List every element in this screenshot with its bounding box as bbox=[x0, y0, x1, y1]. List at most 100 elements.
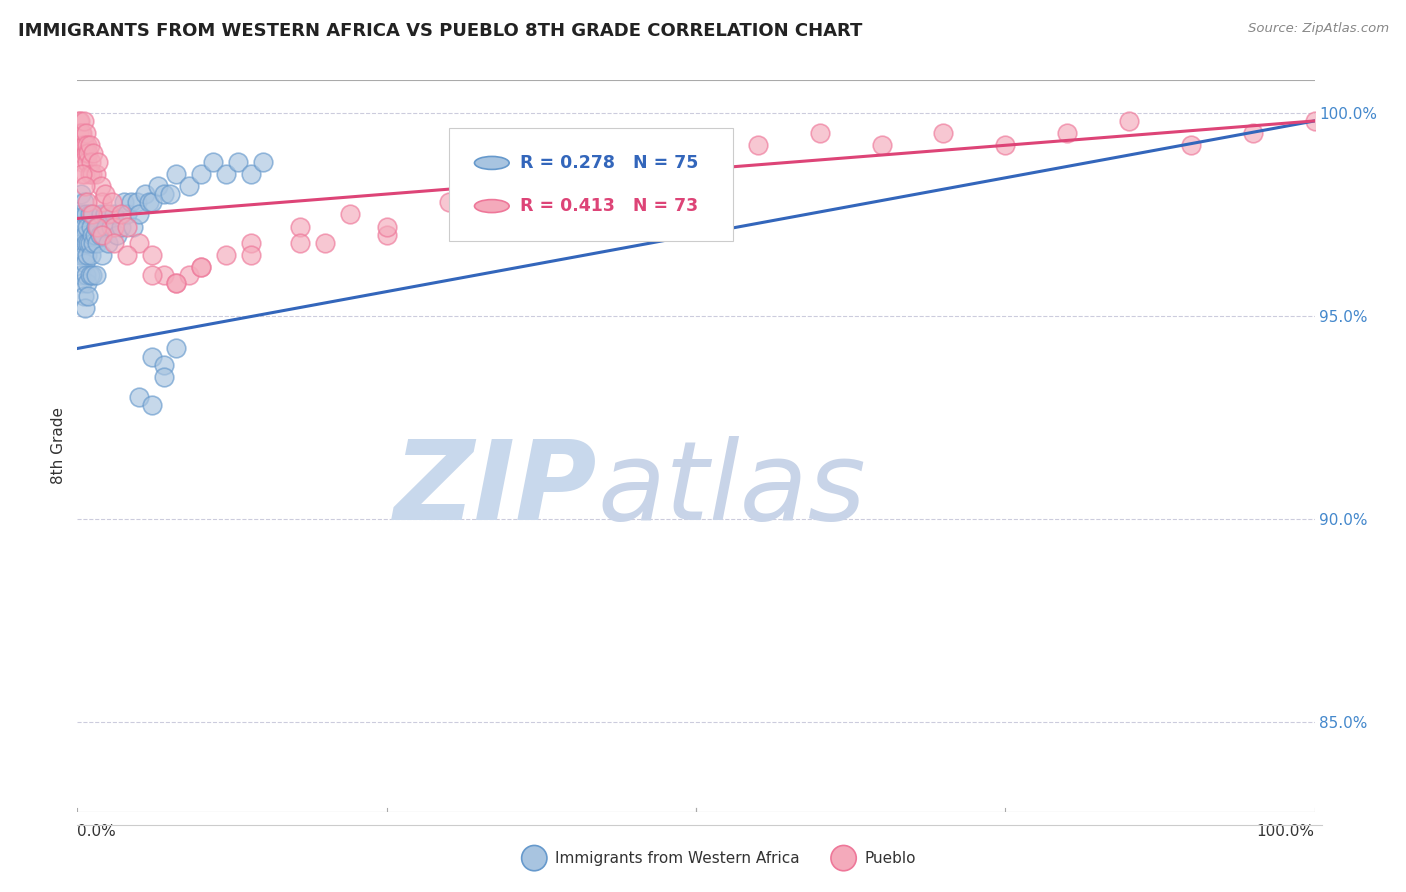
Point bbox=[141, 350, 163, 364]
Point bbox=[499, 178, 522, 193]
Point bbox=[82, 235, 104, 250]
Point bbox=[82, 268, 104, 283]
Point bbox=[82, 146, 104, 161]
Point bbox=[73, 167, 96, 181]
Point bbox=[72, 235, 94, 250]
Point bbox=[72, 114, 94, 128]
Point bbox=[73, 256, 96, 270]
Point bbox=[165, 342, 187, 356]
Point bbox=[375, 219, 398, 234]
Point bbox=[90, 207, 112, 221]
Point bbox=[72, 167, 94, 181]
Point bbox=[239, 167, 262, 181]
Point bbox=[82, 207, 104, 221]
Point bbox=[141, 398, 163, 412]
Point bbox=[70, 146, 93, 161]
Point bbox=[82, 167, 104, 181]
Point bbox=[94, 219, 117, 234]
Ellipse shape bbox=[474, 200, 509, 212]
Point bbox=[79, 138, 101, 153]
Point bbox=[437, 195, 460, 210]
Text: R = 0.413   N = 73: R = 0.413 N = 73 bbox=[520, 197, 699, 215]
Point bbox=[112, 195, 135, 210]
Point bbox=[77, 235, 100, 250]
Point bbox=[75, 268, 97, 283]
Point bbox=[561, 167, 583, 181]
Point bbox=[79, 268, 101, 283]
Point bbox=[72, 154, 94, 169]
Point bbox=[100, 219, 122, 234]
Point bbox=[339, 207, 361, 221]
Point bbox=[86, 235, 108, 250]
Text: 100.0%: 100.0% bbox=[1257, 824, 1315, 838]
Point bbox=[103, 235, 125, 250]
Point bbox=[165, 277, 187, 291]
Point bbox=[84, 219, 107, 234]
Point bbox=[72, 288, 94, 302]
Point bbox=[91, 248, 114, 262]
Point bbox=[165, 167, 187, 181]
Point bbox=[70, 126, 93, 140]
Point bbox=[72, 138, 94, 153]
Point bbox=[97, 207, 120, 221]
Point bbox=[115, 219, 138, 234]
Point bbox=[93, 187, 115, 202]
Point bbox=[215, 248, 238, 262]
Point bbox=[69, 248, 91, 262]
Point bbox=[1303, 114, 1326, 128]
Point bbox=[1180, 138, 1202, 153]
Point bbox=[252, 154, 274, 169]
Point bbox=[932, 126, 955, 140]
Point bbox=[72, 195, 94, 210]
Point bbox=[1241, 126, 1264, 140]
Point bbox=[76, 154, 98, 169]
Point bbox=[153, 370, 176, 384]
Text: 0.0%: 0.0% bbox=[77, 824, 117, 838]
Text: Pueblo: Pueblo bbox=[865, 851, 917, 865]
Point bbox=[73, 301, 96, 315]
Point bbox=[239, 235, 262, 250]
Point bbox=[80, 248, 103, 262]
Point bbox=[110, 207, 132, 221]
Point bbox=[76, 219, 98, 234]
Point bbox=[79, 235, 101, 250]
Point bbox=[77, 146, 100, 161]
Point bbox=[76, 195, 98, 210]
Point bbox=[93, 207, 115, 221]
Point bbox=[83, 227, 105, 242]
Text: atlas: atlas bbox=[598, 436, 866, 543]
Ellipse shape bbox=[474, 156, 509, 169]
Point bbox=[808, 126, 831, 140]
Point bbox=[82, 227, 104, 242]
Point bbox=[69, 138, 91, 153]
Point bbox=[91, 195, 114, 210]
Point bbox=[73, 178, 96, 193]
Point bbox=[77, 288, 100, 302]
Point bbox=[67, 227, 90, 242]
Point bbox=[128, 235, 150, 250]
Point bbox=[84, 268, 107, 283]
Point bbox=[153, 358, 176, 372]
Point bbox=[72, 277, 94, 291]
Point bbox=[76, 277, 98, 291]
Text: IMMIGRANTS FROM WESTERN AFRICA VS PUEBLO 8TH GRADE CORRELATION CHART: IMMIGRANTS FROM WESTERN AFRICA VS PUEBLO… bbox=[18, 22, 863, 40]
Point bbox=[90, 178, 112, 193]
Point bbox=[89, 227, 111, 242]
Point bbox=[190, 260, 212, 275]
Point bbox=[120, 195, 142, 210]
Point bbox=[87, 219, 110, 234]
Point bbox=[91, 227, 114, 242]
Point bbox=[177, 268, 200, 283]
Point bbox=[141, 268, 163, 283]
Point bbox=[1056, 126, 1078, 140]
Text: Immigrants from Western Africa: Immigrants from Western Africa bbox=[555, 851, 800, 865]
Point bbox=[134, 187, 156, 202]
Text: R = 0.278   N = 75: R = 0.278 N = 75 bbox=[520, 154, 699, 172]
Point bbox=[125, 195, 148, 210]
Point bbox=[67, 126, 90, 140]
Point bbox=[146, 178, 169, 193]
Point bbox=[226, 154, 249, 169]
Point bbox=[76, 248, 98, 262]
Point bbox=[747, 138, 769, 153]
Point bbox=[69, 114, 91, 128]
